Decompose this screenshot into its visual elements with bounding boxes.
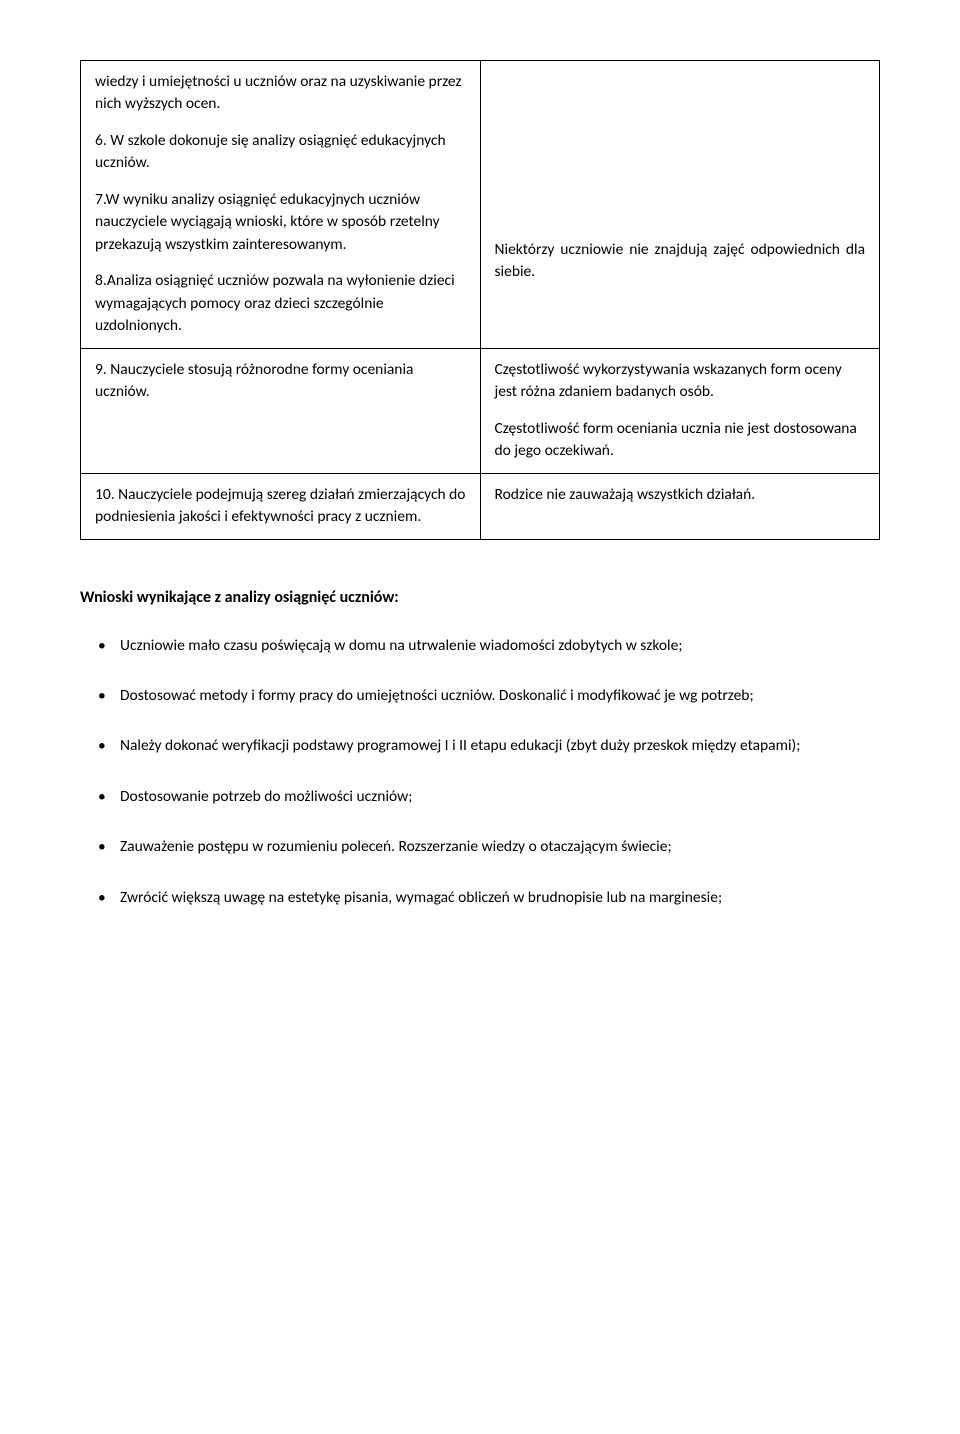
list-item: Należy dokonać weryfikacji podstawy prog…: [80, 735, 880, 757]
list-item: Dostosowanie potrzeb do możliwości uczni…: [80, 786, 880, 808]
table-cell-right: Częstotliwość wykorzystywania wskazanych…: [480, 348, 880, 473]
table-cell-left: 10. Nauczyciele podejmują szereg działań…: [81, 473, 481, 539]
section-title: Wnioski wynikające z analizy osiągnięć u…: [80, 588, 880, 607]
table-cell-left: 9. Nauczyciele stosują różnorodne formy …: [81, 348, 481, 473]
bullet-list: Uczniowie mało czasu poświęcają w domu n…: [80, 635, 880, 910]
cell-text: Niektórzy uczniowie nie znajdują zajęć o…: [495, 239, 866, 284]
list-item: Uczniowie mało czasu poświęcają w domu n…: [80, 635, 880, 657]
cell-text: Częstotliwość form oceniania ucznia nie …: [495, 418, 866, 463]
list-item: Zwrócić większą uwagę na estetykę pisani…: [80, 887, 880, 909]
table-cell-right: Niektórzy uczniowie nie znajdują zajęć o…: [480, 61, 880, 349]
cell-text: 9. Nauczyciele stosują różnorodne formy …: [95, 359, 466, 404]
table-row: 10. Nauczyciele podejmują szereg działań…: [81, 473, 880, 539]
cell-text: Częstotliwość wykorzystywania wskazanych…: [495, 359, 866, 404]
cell-text: wiedzy i umiejętności u uczniów oraz na …: [95, 71, 466, 116]
cell-text: 6. W szkole dokonuje się analizy osiągni…: [95, 130, 466, 175]
table-row: wiedzy i umiejętności u uczniów oraz na …: [81, 61, 880, 349]
findings-table: wiedzy i umiejętności u uczniów oraz na …: [80, 60, 880, 540]
table-cell-left: wiedzy i umiejętności u uczniów oraz na …: [81, 61, 481, 349]
list-item: Dostosować metody i formy pracy do umiej…: [80, 685, 880, 707]
cell-text: 10. Nauczyciele podejmują szereg działań…: [95, 484, 466, 529]
cell-text: Rodzice nie zauważają wszystkich działań…: [495, 484, 866, 506]
table-cell-right: Rodzice nie zauważają wszystkich działań…: [480, 473, 880, 539]
cell-text: 7.W wyniku analizy osiągnięć edukacyjnyc…: [95, 189, 466, 256]
cell-text: 8.Analiza osiągnięć uczniów pozwala na w…: [95, 270, 466, 337]
list-item: Zauważenie postępu w rozumieniu poleceń.…: [80, 836, 880, 858]
table-row: 9. Nauczyciele stosują różnorodne formy …: [81, 348, 880, 473]
